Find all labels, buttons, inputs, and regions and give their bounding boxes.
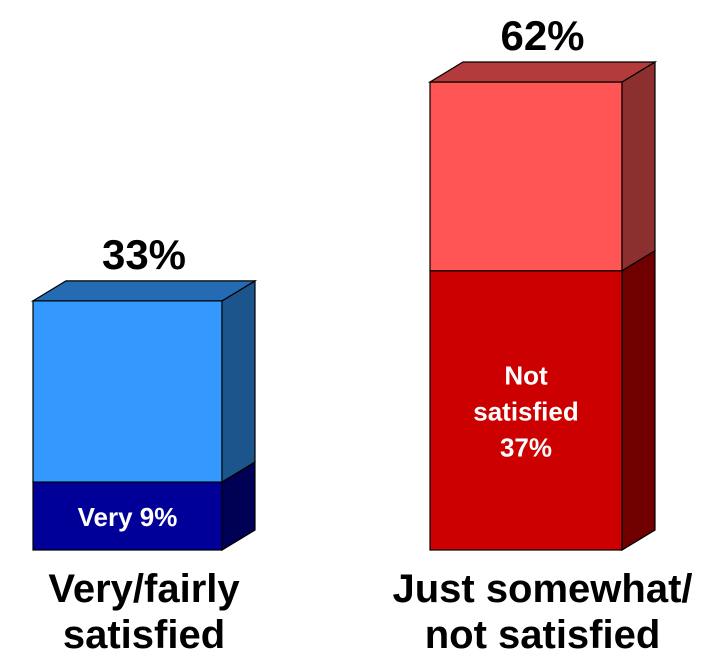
- bar-1-segment-2-side: [221, 279, 256, 484]
- segment-label: Not: [504, 360, 548, 390]
- bar-2-segment-1: [429, 270, 623, 551]
- category-label: Just somewhat/: [392, 567, 692, 611]
- bar-2-top: [427, 61, 658, 83]
- bar-2-segment-1-side: [621, 249, 656, 552]
- category-label: not satisfied: [425, 613, 661, 653]
- category-label: Very/fairly: [48, 567, 240, 611]
- total-label: 62%: [500, 12, 584, 59]
- bar-2-segment-2-side: [621, 60, 656, 272]
- segment-label: satisfied: [473, 396, 579, 426]
- bar-2-segment-2: [429, 81, 623, 272]
- segment-label: 37%: [500, 432, 552, 462]
- total-label: 33%: [102, 231, 186, 278]
- segment-label: Very 9%: [78, 502, 178, 532]
- category-label: satisfied: [63, 613, 225, 653]
- bar-1-segment-2: [32, 300, 223, 483]
- bar-1-top: [30, 280, 258, 302]
- bar-1-segment-1: [32, 481, 223, 551]
